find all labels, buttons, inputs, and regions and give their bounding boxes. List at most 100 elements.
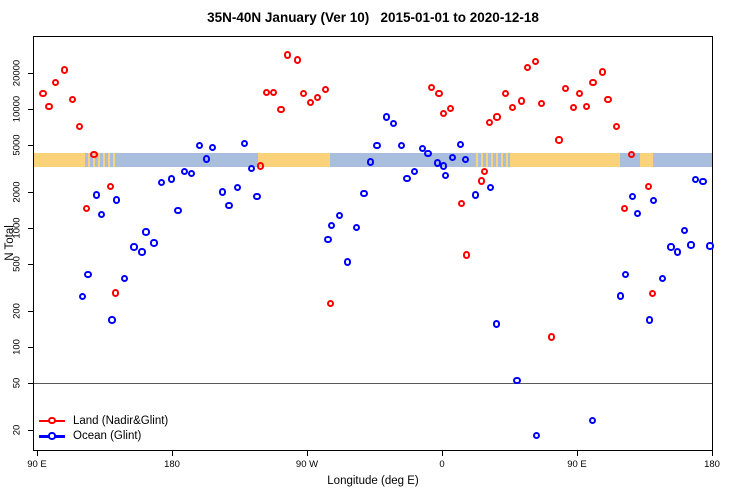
band-segment-ocean: [653, 152, 713, 168]
ocean-data-point: [78, 292, 86, 301]
band-segment-land: [509, 152, 621, 168]
land-data-point: [537, 100, 545, 108]
band-segment-mixed: [83, 152, 115, 168]
ocean-data-point: [187, 169, 195, 177]
ocean-data-point: [456, 140, 464, 148]
x-tick-label: 0: [439, 459, 445, 470]
y-tick: [28, 108, 33, 110]
ocean-data-point: [344, 258, 352, 266]
y-tick-label: 100: [11, 338, 23, 355]
ocean-data-point: [327, 221, 335, 229]
ocean-data-point: [202, 155, 210, 163]
land-data-point: [598, 68, 606, 76]
y-tick: [28, 263, 33, 265]
ocean-data-point: [486, 184, 494, 192]
ocean-data-point: [442, 172, 450, 180]
band-segment-land: [257, 152, 330, 168]
land-data-point: [582, 103, 590, 111]
ocean-data-point: [209, 143, 217, 152]
land-data-point: [620, 204, 629, 213]
land-data-point: [307, 98, 315, 107]
x-tick: [442, 451, 443, 456]
ocean-data-point: [687, 241, 695, 249]
ocean-data-point: [439, 162, 448, 170]
land-data-point: [262, 88, 270, 97]
ocean-data-point: [247, 164, 255, 173]
land-data-point: [589, 78, 597, 87]
x-tick: [577, 451, 578, 456]
chart-title: 35N-40N January (Ver 10) 2015-01-01 to 2…: [207, 10, 539, 25]
ocean-data-point: [112, 196, 120, 204]
land-data-point: [90, 150, 98, 158]
land-data-point: [326, 299, 335, 307]
land-data-point: [612, 122, 620, 131]
legend: Land (Nadir&Glint) Ocean (Glint): [39, 413, 168, 444]
y-axis-label: N Total: [4, 225, 16, 261]
band-segment-ocean: [115, 152, 258, 168]
ocean-data-point: [367, 158, 375, 166]
ocean-data-point: [658, 274, 666, 283]
ocean-data-point: [680, 226, 689, 235]
y-tick-label: 200: [11, 303, 23, 319]
ocean-data-point: [157, 179, 165, 187]
legend-label-ocean: Ocean (Glint): [73, 430, 142, 443]
y-tick: [28, 382, 33, 384]
land-data-point: [277, 105, 285, 113]
y-tick: [28, 430, 33, 431]
reference-line: [33, 382, 713, 385]
ocean-data-point: [225, 202, 233, 210]
x-tick-label: 90 W: [295, 459, 319, 470]
ocean-data-point: [360, 189, 368, 198]
ocean-data-point: [449, 153, 457, 162]
ocean-data-point: [410, 168, 419, 176]
land-data-point: [76, 122, 84, 131]
land-data-point: [644, 182, 653, 190]
ocean-data-point: [492, 320, 500, 328]
y-tick-label: 20000: [11, 59, 23, 87]
ocean-data-point: [97, 210, 105, 218]
ocean-data-point: [616, 292, 624, 300]
ocean-data-point: [352, 224, 360, 232]
land-data-point: [562, 84, 570, 93]
ocean-data-point: [646, 316, 654, 324]
land-data-point: [39, 89, 47, 97]
y-tick-label: 10000: [11, 95, 23, 123]
ocean-data-point: [674, 248, 682, 256]
ocean-data-point: [699, 178, 707, 186]
ocean-data-point: [424, 149, 432, 157]
land-data-point: [627, 150, 635, 158]
ocean-data-point: [691, 175, 700, 184]
land-data-point: [532, 58, 540, 66]
band-segment-mixed: [476, 152, 510, 168]
land-data-point: [547, 333, 555, 341]
y-tick: [28, 311, 33, 312]
y-tick-label: 5000: [11, 134, 23, 156]
land-data-point: [517, 97, 525, 105]
y-tick: [28, 346, 33, 348]
x-tick: [712, 451, 713, 456]
ocean-data-point: [130, 243, 138, 251]
x-tick: [307, 451, 308, 456]
ocean-data-point: [382, 113, 390, 121]
land-data-point: [509, 104, 517, 112]
ocean-data-point: [389, 119, 398, 127]
land-data-point: [555, 136, 563, 144]
ocean-data-point: [218, 188, 226, 196]
ocean-data-point: [533, 431, 541, 439]
ocean-data-point: [461, 156, 470, 164]
ocean-data-point: [513, 376, 521, 385]
ocean-data-point: [174, 207, 182, 215]
ocean-data-point: [403, 174, 411, 183]
ocean-data-point: [92, 191, 100, 199]
band-segment-land: [640, 152, 654, 168]
land-data-point: [45, 103, 53, 111]
land-data-point: [493, 113, 501, 121]
ocean-data-point: [706, 242, 714, 250]
x-tick-label: 90 E: [27, 459, 47, 470]
ocean-data-point: [167, 175, 175, 183]
land-data-point: [457, 199, 465, 208]
y-tick-label: 2000: [11, 181, 23, 203]
land-data-point: [106, 182, 115, 191]
land-data-point: [112, 289, 120, 297]
